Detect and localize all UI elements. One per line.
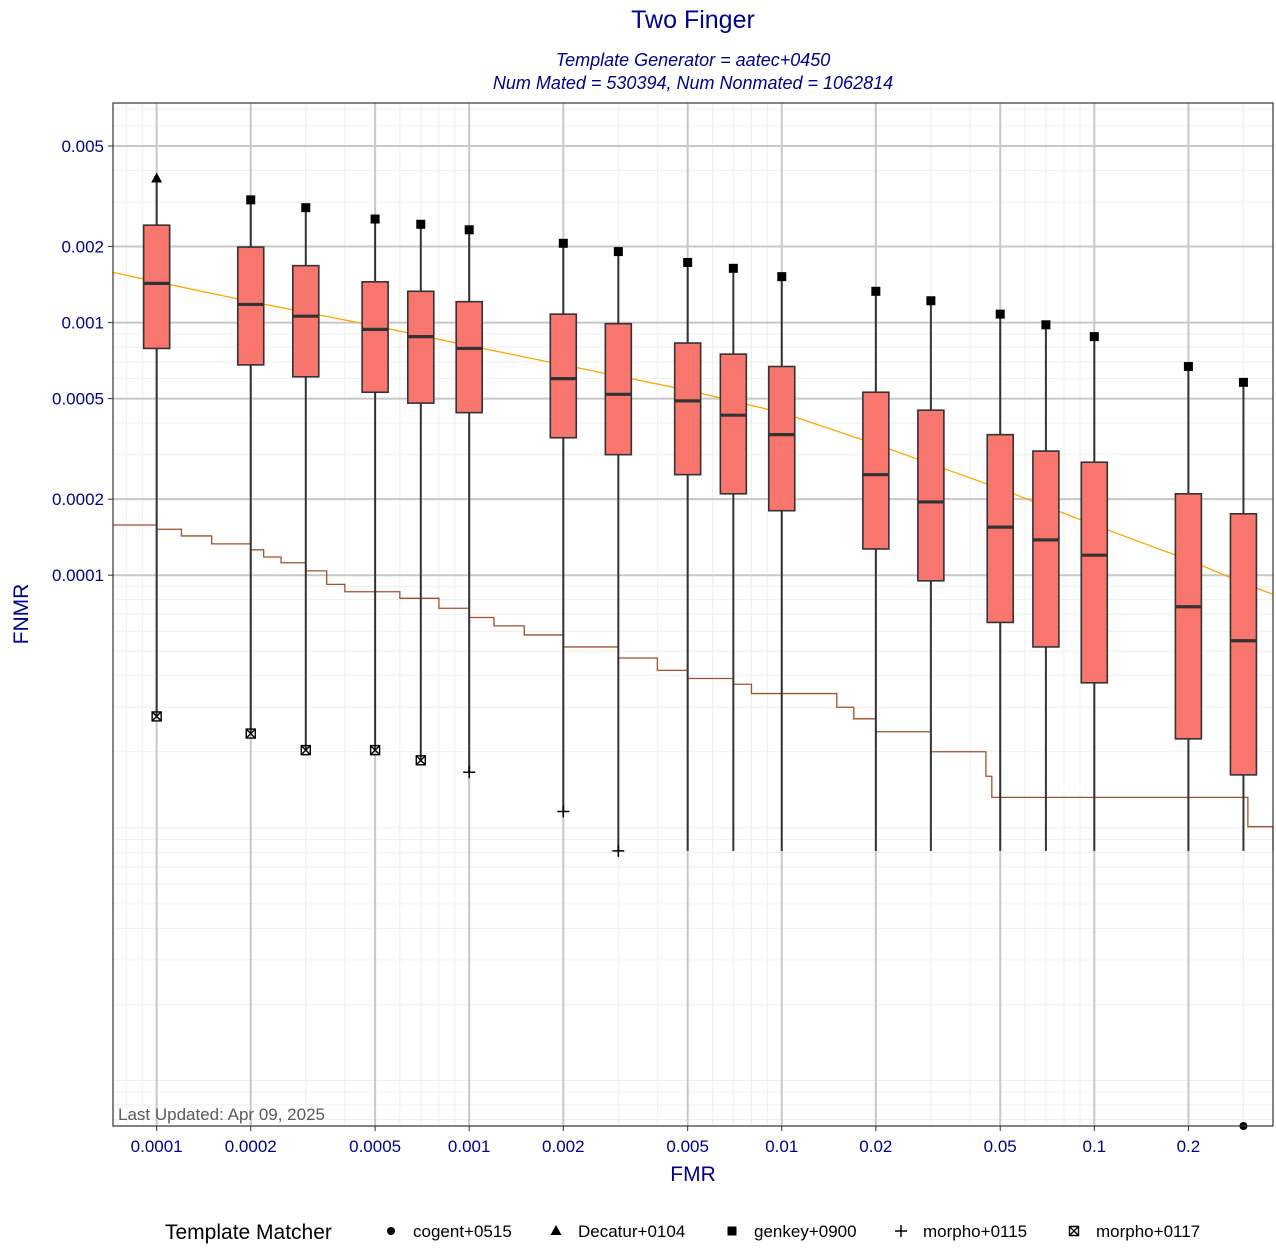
point-genkey-0900 [1238, 377, 1248, 387]
point-genkey-0900 [301, 203, 311, 213]
x-tick-label: 0.001 [448, 1137, 491, 1156]
y-tick-label: 0.001 [61, 314, 104, 333]
x-tick-label: 0.01 [765, 1137, 798, 1156]
box-iqr [1174, 492, 1203, 740]
point-genkey-0900 [1089, 332, 1099, 342]
box-iqr [604, 322, 633, 456]
point-morpho-0115 [463, 766, 476, 779]
legend-label: genkey+0900 [754, 1222, 857, 1241]
point-morpho-0117 [369, 744, 381, 756]
point-genkey-0900 [464, 225, 474, 235]
y-tick-label: 0.0002 [52, 490, 104, 509]
x-tick-label: 0.2 [1177, 1137, 1201, 1156]
box-iqr [549, 313, 578, 439]
point-morpho-0117 [151, 711, 162, 722]
y-tick-label: 0.005 [61, 137, 104, 156]
box-iqr [142, 224, 171, 350]
legend-key-decatur-0104 [550, 1225, 562, 1235]
point-genkey-0900 [871, 286, 881, 296]
plot-border [112, 102, 1274, 1127]
legend-label: morpho+0115 [923, 1222, 1027, 1241]
point-morpho-0117 [415, 755, 426, 766]
point-genkey-0900 [370, 214, 380, 224]
box-iqr [1229, 512, 1258, 776]
point-genkey-0900 [246, 195, 256, 205]
x-tick-label: 0.0001 [131, 1137, 183, 1156]
y-tick-label: 0.002 [61, 238, 104, 257]
box-iqr [455, 300, 484, 414]
y-tick-label: 0.0001 [52, 566, 104, 585]
box-iqr [291, 264, 320, 378]
outlier-points [151, 172, 1248, 1130]
chart-subtitle-line-1: Template Generator = aatec+0450 [556, 50, 831, 70]
x-tick-label: 0.05 [984, 1137, 1017, 1156]
point-genkey-0900 [728, 263, 738, 273]
x-tick-label: 0.005 [666, 1137, 709, 1156]
x-tick-label: 0.0005 [349, 1137, 401, 1156]
legend-key-cogent-0515 [387, 1227, 395, 1235]
box-iqr [767, 365, 796, 512]
box-iqr [1032, 450, 1060, 648]
x-tick-label: 0.002 [542, 1137, 585, 1156]
chart-title: Two Finger [631, 6, 755, 34]
box-iqr [862, 391, 890, 550]
box-iqr [917, 409, 945, 582]
point-decatur-0104 [151, 172, 163, 183]
legend-key-morpho-0115 [895, 1225, 907, 1237]
y-axis-ticks: 0.0001 0.0002 0.0005 0.001 0.002 0.005 [52, 137, 113, 585]
x-tick-label: 0.1 [1082, 1137, 1106, 1156]
point-genkey-0900 [558, 238, 568, 248]
legend-title: Template Matcher [165, 1221, 332, 1244]
x-tick-label: 0.02 [859, 1137, 892, 1156]
x-axis-label: FMR [670, 1163, 716, 1186]
legend-label: cogent+0515 [413, 1222, 512, 1241]
box-iqr [361, 281, 389, 394]
box-iqr [719, 353, 748, 495]
legend-key-morpho-0117 [1068, 1225, 1080, 1237]
point-morpho-0115 [557, 805, 570, 818]
point-genkey-0900 [416, 219, 426, 229]
point-genkey-0900 [613, 247, 623, 257]
box-iqr [406, 290, 435, 404]
point-genkey-0900 [683, 257, 693, 267]
point-genkey-0900 [926, 296, 936, 306]
box-plots [142, 178, 1258, 851]
legend-label: morpho+0117 [1096, 1222, 1200, 1241]
box-iqr [1080, 461, 1109, 684]
point-morpho-0117 [300, 744, 311, 756]
legend: Template Matcher cogent+0515 Decatur+0104… [165, 1221, 1200, 1244]
last-updated-note: Last Updated: Apr 09, 2025 [118, 1105, 325, 1124]
legend-key-genkey-0900 [727, 1226, 737, 1236]
y-axis-label: FNMR [10, 584, 33, 645]
box-iqr [673, 342, 702, 476]
legend-label: Decatur+0104 [578, 1222, 685, 1241]
point-genkey-0900 [1041, 320, 1051, 330]
point-genkey-0900 [1183, 362, 1193, 372]
x-tick-label: 0.0002 [225, 1137, 277, 1156]
point-morpho-0115 [612, 844, 625, 857]
x-axis-ticks: 0.0001 0.0002 0.0005 0.001 0.002 0.005 0.01 0.0… [131, 1126, 1201, 1156]
point-genkey-0900 [777, 272, 787, 282]
point-morpho-0117 [245, 728, 256, 739]
chart-subtitle-line-2: Num Mated = 530394, Num Nonmated = 10628… [493, 73, 893, 93]
point-genkey-0900 [995, 309, 1005, 319]
y-tick-label: 0.0005 [52, 390, 104, 409]
